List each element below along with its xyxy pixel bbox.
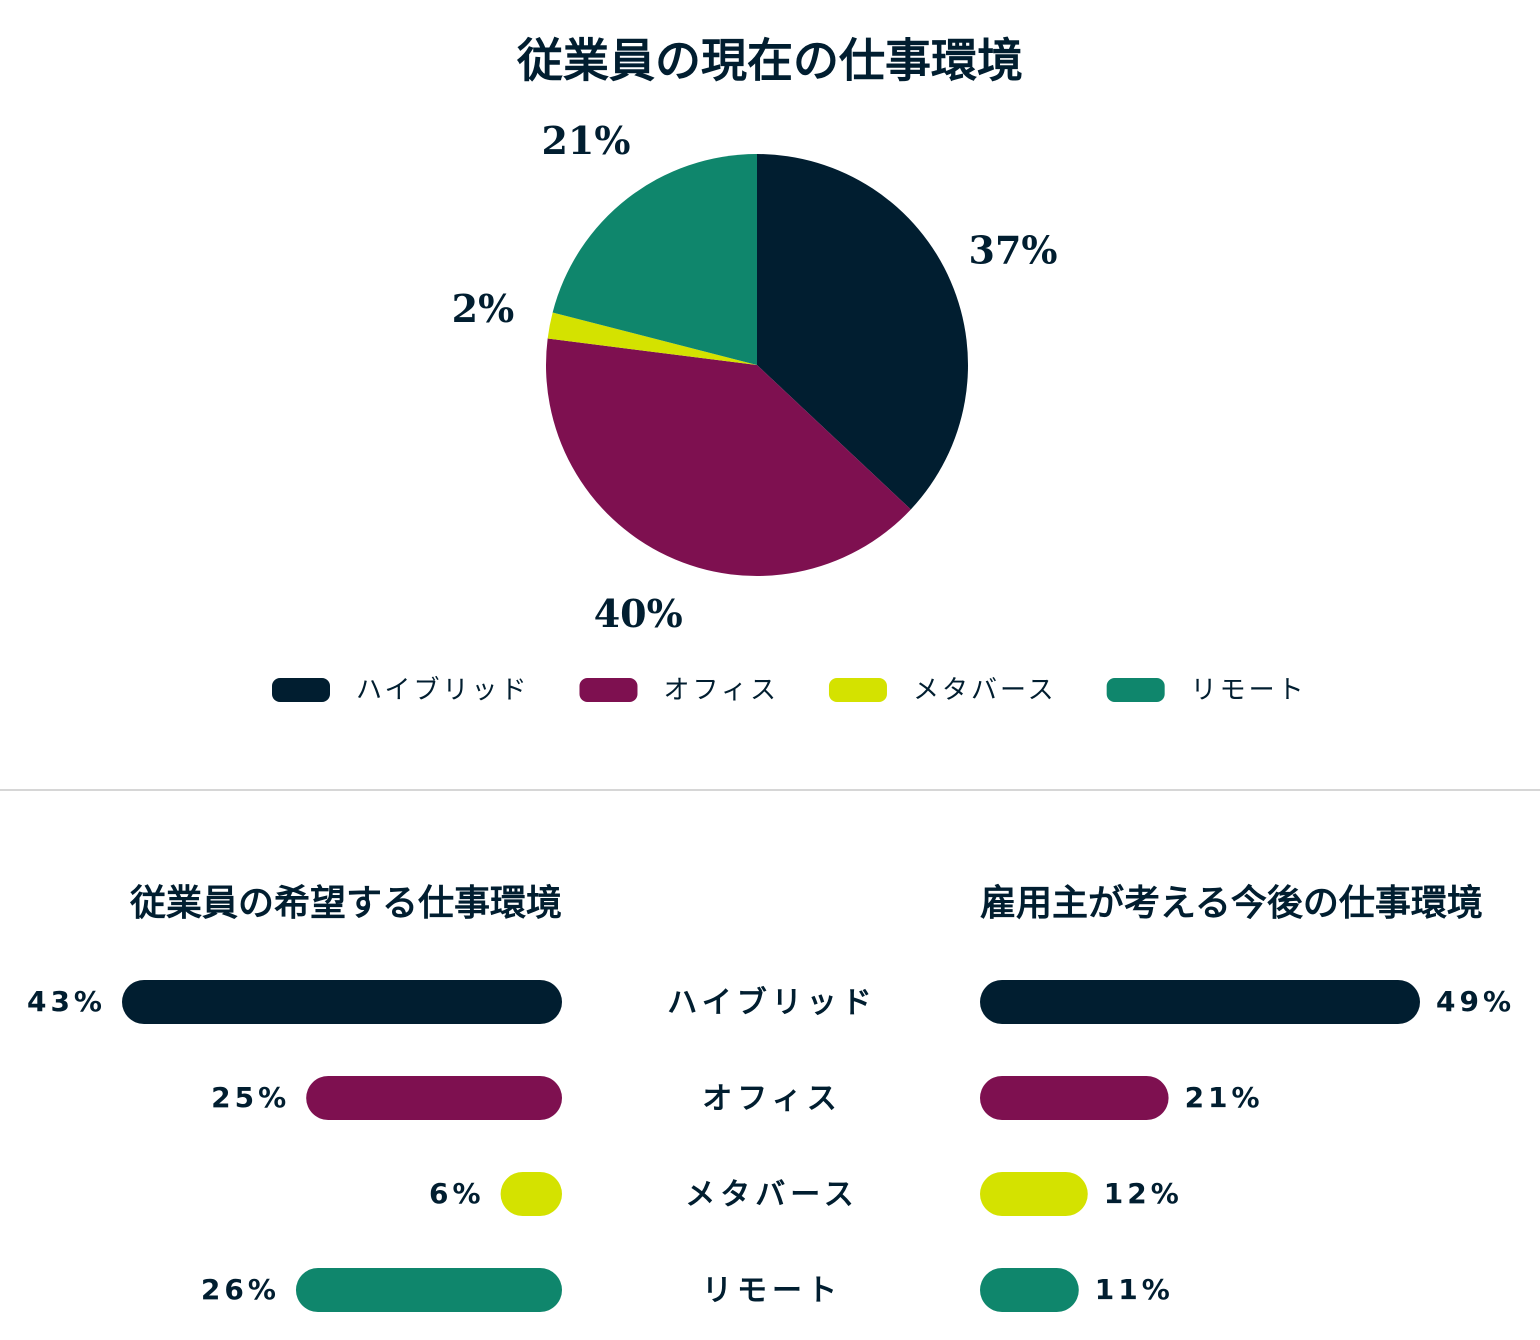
bar-label: 6% (429, 1177, 485, 1210)
legend-label: オフィス (663, 676, 778, 706)
bar (122, 980, 562, 1024)
legend-label: リモート (1191, 676, 1307, 706)
slice-label: 37% (969, 228, 1058, 273)
chart-title: 従業員の現在の仕事環境 (516, 34, 1023, 88)
bar (980, 1172, 1088, 1216)
bar (306, 1076, 562, 1120)
pie-slice (546, 338, 911, 577)
category-label: オフィス (702, 1082, 841, 1117)
bar (295, 1268, 562, 1312)
bar-label: 12% (1104, 1177, 1183, 1210)
bar-label: 21% (1185, 1081, 1264, 1114)
bar-label: 43% (27, 985, 106, 1018)
legend-swatch (1106, 678, 1165, 702)
pie-slice (547, 312, 757, 365)
bar (980, 980, 1420, 1024)
legend-swatch (272, 678, 330, 702)
series-title: 従業員の希望する仕事環境 (129, 883, 562, 924)
legend-label: メタバース (913, 676, 1057, 706)
pie-slice (757, 154, 969, 510)
bar-label: 49% (1436, 985, 1515, 1018)
pie-slice (552, 154, 757, 365)
category-label: メタバース (685, 1178, 859, 1213)
slice-label: 2% (452, 286, 515, 331)
legend-label: ハイブリッド (356, 676, 529, 706)
slice-label: 40% (594, 591, 683, 636)
bar-label: 25% (211, 1081, 290, 1114)
bar (500, 1172, 562, 1216)
bar-label: 26% (201, 1273, 280, 1306)
category-label: リモート (702, 1274, 842, 1309)
legend-swatch (828, 678, 887, 702)
category-label: ハイブリッド (667, 986, 876, 1021)
bar (980, 1076, 1169, 1120)
bar (980, 1268, 1079, 1312)
series-title: 雇用主が考える今後の仕事環境 (980, 883, 1483, 924)
slice-label: 21% (541, 118, 630, 163)
legend-swatch (579, 678, 638, 702)
bar-label: 11% (1095, 1273, 1174, 1306)
